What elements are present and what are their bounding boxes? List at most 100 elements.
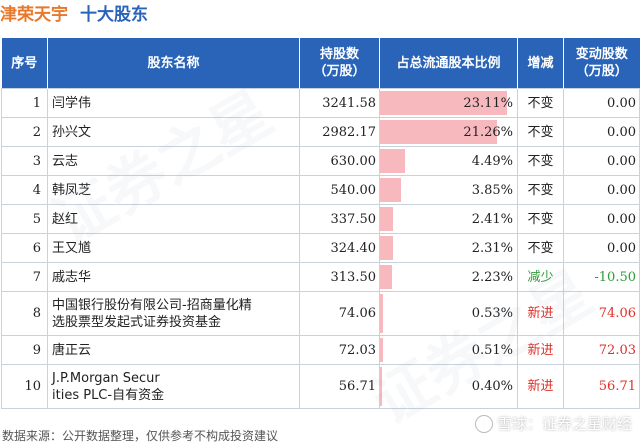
holding-value: 56.71 <box>299 364 380 409</box>
holding-value: 313.50 <box>299 262 380 292</box>
shareholder-name: 韩凤芝 <box>47 175 300 205</box>
ratio-value: 2.23% <box>471 269 513 285</box>
col-header-name: 股东名称 <box>47 38 300 89</box>
holding-value: 337.50 <box>299 204 380 234</box>
shareholder-name-line2: ities PLC-自有资金 <box>52 387 165 403</box>
change-status: 不变 <box>517 88 564 118</box>
page-title: 津荣天宇 十大股东 <box>0 0 148 32</box>
table-row: 8 中国银行股份有限公司-招商量化精 选股票型发起式证券投资基金 74.06 0.53%… <box>1 291 640 336</box>
ratio-bar <box>380 367 383 406</box>
ratio-value: 3.85% <box>471 182 513 198</box>
shareholder-name: 闫学伟 <box>47 88 300 118</box>
col-header-holding-l2: （万股） <box>313 64 366 79</box>
change-status: 不变 <box>517 146 564 176</box>
ratio-value: 21.26% <box>463 124 513 140</box>
col-header-delta-l2: （万股） <box>575 64 628 79</box>
shareholder-name: 王又馗 <box>47 233 300 263</box>
ratio-cell: 23.11% <box>379 88 518 118</box>
shareholder-name: 戚志华 <box>47 262 300 292</box>
ratio-cell: 3.85% <box>379 175 518 205</box>
row-index: 2 <box>1 117 48 147</box>
delta-value: 56.71 <box>563 364 640 409</box>
row-index: 1 <box>1 88 48 118</box>
brand-text: 雪球：证券之星财经 <box>496 415 632 433</box>
row-index: 3 <box>1 146 48 176</box>
table-body: 1 闫学伟 3241.58 23.11% 不变 0.00 2 孙兴文 2982.17 21.26%… <box>1 88 640 409</box>
row-index: 8 <box>1 291 48 336</box>
data-source-note: 数据来源：公开数据整理，仅供参考不构成投资建议 <box>2 429 279 443</box>
col-header-delta-l1: 变动股数 <box>575 47 628 62</box>
ratio-value: 0.53% <box>471 306 513 321</box>
ratio-value: 2.31% <box>471 240 513 256</box>
ratio-cell: 21.26% <box>379 117 518 147</box>
ratio-bar <box>380 294 383 333</box>
ratio-bar <box>380 178 402 202</box>
holding-value: 630.00 <box>299 146 380 176</box>
col-header-holding-l1: 持股数 <box>319 47 359 62</box>
delta-value: 0.00 <box>563 117 640 147</box>
change-status: 不变 <box>517 204 564 234</box>
ratio-bar <box>380 236 393 260</box>
col-header-ratio: 占总流通股本比例 <box>379 38 518 89</box>
table-row: 10 J.P.Morgan Secur ities PLC-自有资金 56.71 0.4… <box>1 364 640 409</box>
delta-value: 0.00 <box>563 146 640 176</box>
change-status: 减少 <box>517 262 564 292</box>
col-header-idx: 序号 <box>1 38 48 89</box>
ratio-cell: 0.53% <box>379 291 518 336</box>
shareholder-name: J.P.Morgan Secur ities PLC-自有资金 <box>47 364 300 409</box>
holding-value: 2982.17 <box>299 117 380 147</box>
ratio-bar <box>380 120 497 144</box>
shareholder-name: 赵红 <box>47 204 300 234</box>
table-header-row: 序号 股东名称 持股数 （万股） 占总流通股本比例 增减 变动股数 （万股） <box>1 38 640 89</box>
shareholders-table: 序号 股东名称 持股数 （万股） 占总流通股本比例 增减 变动股数 （万股） 1… <box>1 38 640 409</box>
change-status: 不变 <box>517 175 564 205</box>
holding-value: 540.00 <box>299 175 380 205</box>
shareholder-name: 中国银行股份有限公司-招商量化精 选股票型发起式证券投资基金 <box>47 291 300 336</box>
row-index: 6 <box>1 233 48 263</box>
col-header-delta: 变动股数 （万股） <box>563 38 640 89</box>
ratio-cell: 2.31% <box>379 233 518 263</box>
ratio-cell: 4.49% <box>379 146 518 176</box>
holding-value: 3241.58 <box>299 88 380 118</box>
table-row: 3 云志 630.00 4.49% 不变 0.00 <box>1 146 640 176</box>
change-status: 不变 <box>517 233 564 263</box>
shareholder-name-line2: 选股票型发起式证券投资基金 <box>52 314 222 330</box>
change-status: 新进 <box>517 364 564 409</box>
holding-value: 74.06 <box>299 291 380 336</box>
delta-value: 0.00 <box>563 233 640 263</box>
shareholder-name-line1: J.P.Morgan Secur <box>52 370 160 386</box>
col-header-change: 增减 <box>517 38 564 89</box>
row-index: 7 <box>1 262 48 292</box>
table-row: 7 戚志华 313.50 2.23% 减少 -10.50 <box>1 262 640 292</box>
delta-value: 0.00 <box>563 204 640 234</box>
ratio-bar <box>380 91 507 115</box>
col-header-holding: 持股数 （万股） <box>299 38 380 89</box>
ratio-bar <box>380 265 393 289</box>
row-index: 9 <box>1 335 48 365</box>
holding-value: 72.03 <box>299 335 380 365</box>
holding-value: 324.40 <box>299 233 380 263</box>
row-index: 10 <box>1 364 48 409</box>
table-row: 9 唐正云 72.03 0.51% 新进 72.03 <box>1 335 640 365</box>
delta-value: 72.03 <box>563 335 640 365</box>
section-title: 十大股东 <box>80 5 148 25</box>
change-status: 新进 <box>517 335 564 365</box>
ratio-value: 4.49% <box>471 153 513 169</box>
ratio-cell: 2.41% <box>379 204 518 234</box>
delta-value: 74.06 <box>563 291 640 336</box>
ratio-value: 2.41% <box>471 211 513 227</box>
delta-value: 0.00 <box>563 175 640 205</box>
ratio-bar <box>380 207 394 231</box>
ratio-value: 0.51% <box>471 342 513 358</box>
table-row: 1 闫学伟 3241.58 23.11% 不变 0.00 <box>1 88 640 118</box>
change-status: 不变 <box>517 117 564 147</box>
shareholder-name-line1: 中国银行股份有限公司-招商量化精 <box>52 297 252 313</box>
snowball-logo-icon <box>474 415 493 433</box>
table-row: 2 孙兴文 2982.17 21.26% 不变 0.00 <box>1 117 640 147</box>
ratio-cell: 0.40% <box>379 364 518 409</box>
table-row: 6 王又馗 324.40 2.31% 不变 0.00 <box>1 233 640 263</box>
delta-value: -10.50 <box>563 262 640 292</box>
ratio-bar <box>380 338 383 362</box>
row-index: 5 <box>1 204 48 234</box>
ratio-cell: 2.23% <box>379 262 518 292</box>
